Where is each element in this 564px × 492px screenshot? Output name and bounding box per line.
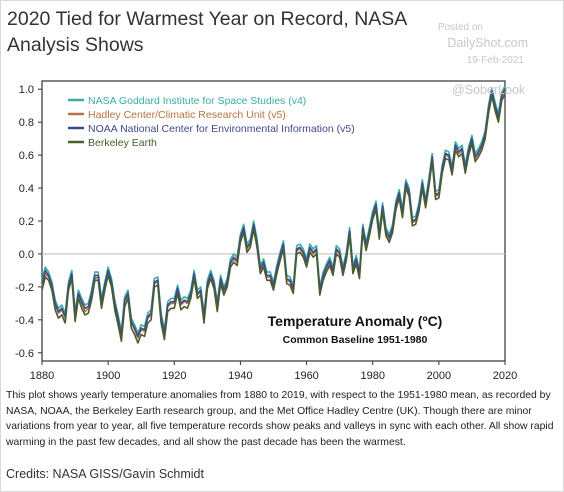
y-tick-label: 0.0 [19, 249, 34, 261]
x-tick-label: 1980 [360, 370, 384, 382]
legend-label: NOAA National Center for Environmental I… [88, 123, 355, 135]
y-tick-label: -0.4 [15, 315, 34, 327]
x-tick-label: 1960 [294, 370, 318, 382]
chart-caption: This plot shows yearly temperature anoma… [6, 390, 554, 448]
x-tick-label: 1880 [30, 370, 54, 382]
y-tick-label: 0.4 [19, 183, 34, 195]
headline: 2020 Tied for Warmest Year on Record, NA… [7, 8, 407, 56]
watermark-handle: @SoberLook [452, 83, 526, 97]
x-tick-label: 2020 [493, 370, 517, 382]
legend-label: Hadley Center/Climatic Research Unit (v5… [88, 109, 286, 121]
y-tick-label: 0.6 [19, 150, 34, 162]
x-tick-label: 1920 [162, 370, 186, 382]
temperature-chart: -0.6-0.4-0.20.00.20.40.60.81.0 1880 1900 1… [15, 80, 517, 382]
watermark-date: 19-Feb-2021 [466, 55, 524, 66]
x-tick-label: 1900 [96, 370, 120, 382]
legend: NASA Goddard Institute for Space Studies… [68, 95, 355, 149]
x-tick-label: 2000 [427, 370, 451, 382]
credits: Credits: NASA GISS/Gavin Schmidt [6, 467, 204, 481]
y-axis-ticks: -0.6 -0.4 -0.2 0.0 0.2 0.4 0.6 0.8 1.0 [15, 84, 42, 360]
legend-label: NASA Goddard Institute for Space Studies… [88, 95, 306, 107]
y-tick-label: 0.8 [19, 117, 34, 129]
y-tick-label: 0.2 [19, 216, 34, 228]
plot-background [41, 80, 506, 362]
annotation-title: Temperature Anomaly (ºC) [268, 313, 443, 329]
legend-label: Berkeley Earth [88, 137, 157, 149]
series-line-4 [41, 93, 506, 344]
watermark-posted-on: Posted on [437, 22, 483, 33]
chart-area: -0.6 -0.4 -0.2 0.0 0.2 0.4 0.6 0.8 1.0 1880 1900 1… [0, 70, 564, 391]
x-axis-ticks: 1880 1900 1920 1940 1960 1980 2000 2020 [30, 361, 517, 382]
y-tick-label: -0.2 [15, 282, 34, 294]
x-tick-label: 1940 [228, 370, 252, 382]
watermark-site: DailyShot.com [447, 36, 528, 50]
series-lines [41, 85, 506, 344]
annotation-subtitle: Common Baseline 1951-1980 [283, 334, 428, 346]
y-tick-label: 1.0 [19, 84, 34, 96]
y-tick-label: -0.6 [15, 348, 34, 360]
